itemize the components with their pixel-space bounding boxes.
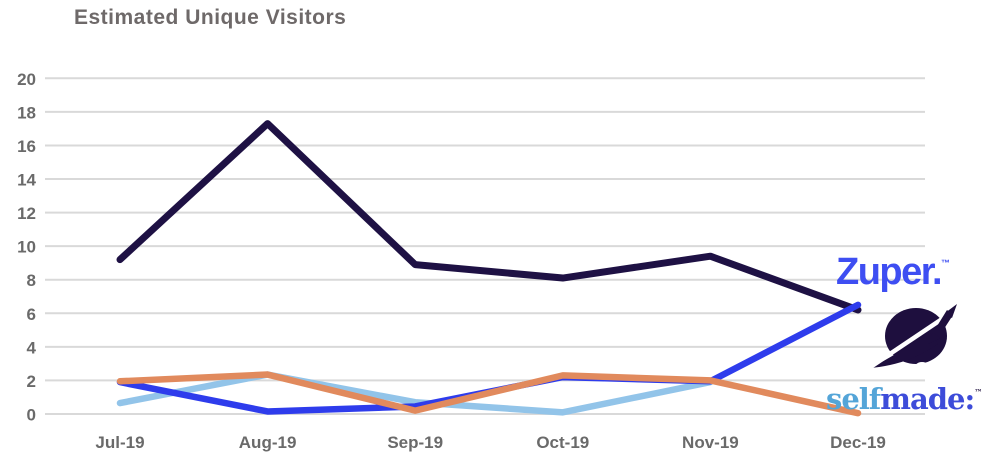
selfmade-colon: : [964, 382, 976, 416]
chart-series-lines [116, 120, 862, 417]
chart-gridlines [45, 77, 925, 415]
x-tick-label-Sep-19: Sep-19 [387, 433, 443, 452]
swoosh-tail-shape [870, 331, 938, 368]
y-axis-labels: 0 2 4 6 8 10 12 14 16 18 20 [17, 70, 36, 425]
y-tick-label-4: 4 [27, 338, 37, 357]
selfmade-logo: selfmade:™ [826, 377, 982, 414]
x-tick-label-Oct-19: Oct-19 [536, 433, 589, 452]
y-tick-label-14: 14 [17, 171, 36, 190]
selfmade-trademark: ™ [974, 387, 983, 397]
series-line-selfmade-light-blue [116, 371, 714, 416]
chart-title: Estimated Unique Visitors [74, 6, 347, 29]
selfmade-rocket-icon [868, 304, 957, 375]
x-tick-label-Jul-19: Jul-19 [95, 433, 144, 452]
series-line-selfmade-orange [116, 371, 862, 417]
swoosh-slit [868, 313, 950, 372]
x-tick-label-Dec-19: Dec-19 [830, 433, 886, 452]
y-tick-label-8: 8 [27, 271, 36, 290]
x-tick-label-Aug-19: Aug-19 [239, 433, 297, 452]
x-axis-labels: Jul-19 Aug-19 Sep-19 Oct-19 Nov-19 Dec-19 [95, 433, 885, 452]
y-tick-label-16: 16 [17, 137, 36, 156]
y-tick-label-20: 20 [17, 70, 36, 89]
selfmade-word-self: self [826, 382, 881, 416]
series-line-zuper-dark-navy [116, 120, 862, 314]
zuper-period: . [931, 251, 943, 293]
planet-notch [913, 362, 931, 375]
y-tick-label-12: 12 [17, 204, 36, 223]
zuper-trademark: ™ [941, 258, 951, 268]
rocket-shape [928, 304, 957, 344]
x-tick-label-Nov-19: Nov-19 [682, 433, 739, 452]
y-tick-label-10: 10 [17, 238, 36, 257]
zuper-logo: Zuper.™ [836, 244, 950, 291]
y-tick-label-6: 6 [27, 305, 36, 324]
y-tick-label-0: 0 [27, 406, 36, 425]
y-tick-label-2: 2 [27, 372, 36, 391]
selfmade-word-made: made [880, 382, 965, 416]
y-tick-label-18: 18 [17, 103, 36, 122]
zuper-wordmark: Zuper [836, 251, 933, 293]
